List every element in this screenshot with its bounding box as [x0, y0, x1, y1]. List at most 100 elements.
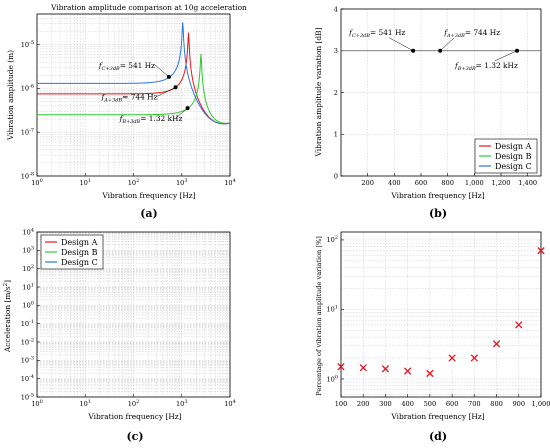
chart-d-point-2 — [381, 365, 390, 373]
chart-a-annot-point-2 — [185, 106, 190, 111]
chart-c-legend-label-1: Design B — [61, 248, 98, 257]
chart-c-ytick-label-3: 10-2 — [21, 337, 34, 346]
chart-d-xtick-label-9: 1,000 — [532, 400, 550, 408]
chart-b-ytick-label-1: 1 — [334, 131, 338, 139]
chart-a-xtick-label-4: 104 — [224, 178, 236, 187]
chart-d: Percentage of vibration amplitude variat… — [315, 231, 550, 443]
chart-c-legend-label-2: Design C — [61, 258, 98, 267]
chart-a-series-1 — [37, 53, 230, 124]
chart-a: Vibration amplitude comparison at 10g ac… — [6, 3, 247, 220]
chart-c-xlabel: Vibration frequency [Hz] — [87, 412, 181, 421]
chart-a-xtick-label-3: 103 — [176, 178, 188, 187]
chart-d-point-5 — [448, 354, 456, 362]
chart-a-annot-leader-0 — [154, 64, 170, 78]
chart-d-point-3 — [404, 367, 412, 375]
chart-b-xlabel: Vibration frequency [Hz] — [390, 191, 484, 200]
chart-d-ylabel: Percentage of vibration amplitude variat… — [315, 236, 323, 396]
chart-a-annot-point-0 — [166, 74, 171, 79]
chart-b-xtick-label-0: 200 — [361, 179, 374, 187]
chart-a-ytick-label-3: 10-5 — [21, 40, 34, 49]
chart-b-legend-label-0: Design A — [495, 142, 532, 151]
chart-c-ytick-label-1: 10-4 — [21, 374, 34, 383]
chart-b-legend-label-1: Design B — [495, 152, 532, 161]
chart-c-xtick-label-4: 104 — [224, 399, 236, 408]
chart-d-point-7 — [492, 340, 501, 348]
chart-b-xtick-label-4: 1,000 — [465, 179, 484, 187]
chart-c-ylabel: Acceleration [m/s2] — [3, 280, 12, 353]
chart-a-caption: (a) — [140, 207, 158, 220]
chart-b-xtick-label-2: 600 — [415, 179, 428, 187]
chart-a-ytick-label-1: 10-7 — [21, 128, 34, 137]
chart-c-ytick-label-4: 10-1 — [21, 319, 34, 328]
chart-d-point-4 — [426, 369, 434, 378]
chart-b: Vibration amplitude variation [dB] Vibra… — [314, 5, 542, 220]
chart-a-annot-leader-2 — [175, 107, 188, 119]
chart-a-xlabel: Vibration frequency [Hz] — [101, 191, 195, 200]
chart-a-xtick-label-0: 100 — [31, 178, 43, 187]
chart-a-ytick-label-2: 10-6 — [21, 84, 34, 93]
chart-b-annot-0: fC+3dB= 541 Hz — [348, 28, 405, 39]
chart-d-xtick-label-1: 200 — [357, 400, 370, 408]
chart-c-xtick-label-1: 101 — [79, 399, 91, 408]
chart-d-ytick-label-2: 102 — [326, 235, 338, 244]
chart-d-frame — [340, 231, 542, 398]
chart-b-xtick-label-1: 400 — [388, 179, 401, 187]
chart-b-xtick-label-6: 1,400 — [518, 179, 537, 187]
chart-b-caption: (b) — [429, 207, 447, 220]
chart-a-title: Vibration amplitude comparison at 10g ac… — [50, 3, 247, 12]
chart-a-annot-2: fB+3dB= 1.32 kHz — [119, 114, 183, 125]
chart-c-xtick-label-2: 102 — [128, 399, 140, 408]
chart-d-ytick-label-0: 100 — [326, 374, 338, 383]
chart-d-point-0 — [337, 363, 345, 371]
chart-d-caption: (d) — [429, 430, 447, 443]
chart-c-frame — [36, 231, 231, 398]
chart-b-frame — [340, 8, 542, 177]
chart-b-xtick-label-5: 1,200 — [492, 179, 511, 187]
chart-a-xtick-label-2: 102 — [128, 178, 140, 187]
chart-b-legend-label-2: Design C — [495, 162, 532, 171]
chart-d-xtick-label-0: 100 — [335, 400, 348, 408]
chart-c-ytick-label-7: 102 — [22, 264, 34, 273]
chart-c-ytick-label-9: 104 — [22, 227, 34, 236]
chart-a-annot-0: fC+3dB= 541 Hz — [98, 61, 155, 72]
chart-b-xtick-label-3: 800 — [441, 179, 454, 187]
chart-b-annot-leader-0 — [389, 37, 414, 51]
chart-b-ytick-label-3: 3 — [334, 47, 338, 55]
chart-b-annot-point-2 — [515, 48, 519, 53]
chart-a-ylabel: Vibration amplitude (m) — [6, 50, 15, 141]
chart-a-annot-1: fA+3dB= 744 Hz — [101, 92, 158, 103]
chart-d-xtick-label-7: 800 — [490, 400, 503, 408]
chart-a-annot-leader-1 — [157, 87, 176, 97]
chart-a-ytick-label-0: 10-8 — [21, 171, 34, 180]
chart-a-series-2 — [37, 22, 230, 125]
chart-a-annot-point-1 — [173, 85, 178, 90]
chart-d-point-9 — [537, 247, 545, 255]
chart-c-legend-label-0: Design A — [61, 238, 98, 247]
chart-d-xtick-label-8: 900 — [512, 400, 525, 408]
chart-c-caption: (c) — [126, 430, 143, 443]
chart-c-xtick-label-0: 100 — [31, 399, 43, 408]
chart-a-xtick-label-1: 101 — [79, 178, 91, 187]
chart-b-annot-1: fA+3dB= 744 Hz — [443, 28, 500, 39]
chart-d-xtick-label-3: 400 — [401, 400, 414, 408]
chart-c-ytick-label-0: 10-5 — [21, 392, 34, 401]
chart-d-point-8 — [515, 321, 523, 329]
chart-b-annot-leader-1 — [440, 37, 455, 51]
chart-b-ytick-label-4: 4 — [334, 5, 338, 13]
chart-b-annot-leader-2 — [494, 50, 518, 61]
chart-c: Acceleration [m/s2] Vibration frequency … — [3, 227, 236, 443]
chart-d-point-1 — [359, 364, 367, 372]
chart-b-ytick-label-2: 2 — [334, 89, 338, 97]
chart-d-ytick-label-1: 101 — [326, 305, 338, 314]
chart-d-xtick-label-5: 600 — [446, 400, 459, 408]
chart-d-xtick-label-4: 500 — [424, 400, 437, 408]
chart-b-annot-point-0 — [411, 48, 416, 53]
chart-b-ytick-label-0: 0 — [334, 172, 338, 180]
chart-c-ytick-label-2: 10-3 — [21, 356, 34, 365]
chart-c-ytick-label-8: 103 — [22, 246, 34, 255]
chart-c-ytick-label-6: 101 — [22, 282, 34, 291]
chart-a-series-0 — [37, 32, 230, 125]
chart-a-frame — [36, 13, 231, 177]
chart-d-point-6 — [470, 354, 478, 362]
